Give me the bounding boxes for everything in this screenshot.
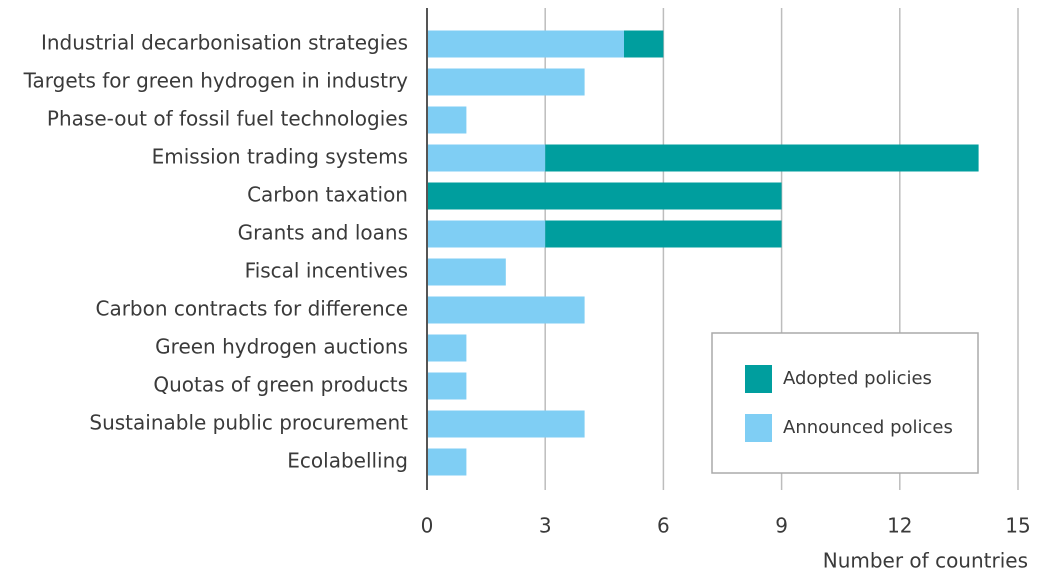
bar [545,144,979,172]
x-tick-label: 6 [657,514,670,538]
bar [427,372,467,400]
bar [427,106,467,134]
bar [427,258,506,286]
bar [427,182,782,210]
bar [624,30,664,58]
bar [427,220,546,248]
bar [427,144,546,172]
y-tick-label: Carbon taxation [247,183,408,207]
bar [427,68,585,96]
bar [427,296,585,324]
legend-swatch [745,414,772,442]
legend-swatch [745,365,772,393]
bar [427,448,467,476]
legend-label: Announced polices [783,417,953,438]
y-tick-label: Quotas of green products [153,373,408,397]
x-tick-label: 0 [421,514,434,538]
y-tick-label: Phase-out of fossil fuel technologies [47,107,408,131]
bar [427,30,624,58]
y-tick-label: Fiscal incentives [245,259,408,283]
y-tick-label: Ecolabelling [287,449,408,473]
bar [427,334,467,362]
y-tick-label: Green hydrogen auctions [155,335,408,359]
y-tick-label: Targets for green hydrogen in industry [23,69,409,93]
bar [545,220,782,248]
legend-box [711,332,979,474]
y-tick-label: Grants and loans [238,221,408,245]
y-tick-label: Sustainable public procurement [89,411,408,435]
x-tick-label: 15 [1005,514,1030,538]
y-tick-label: Carbon contracts for difference [95,297,408,321]
x-tick-label: 12 [887,514,912,538]
legend-label: Adopted policies [783,368,932,389]
y-tick-label: Emission trading systems [152,145,408,169]
x-axis-label: Number of countries [823,549,1028,573]
y-tick-label: Industrial decarbonisation strategies [41,31,408,55]
x-tick-label: 3 [539,514,552,538]
bar [427,410,585,438]
x-tick-label: 9 [775,514,788,538]
